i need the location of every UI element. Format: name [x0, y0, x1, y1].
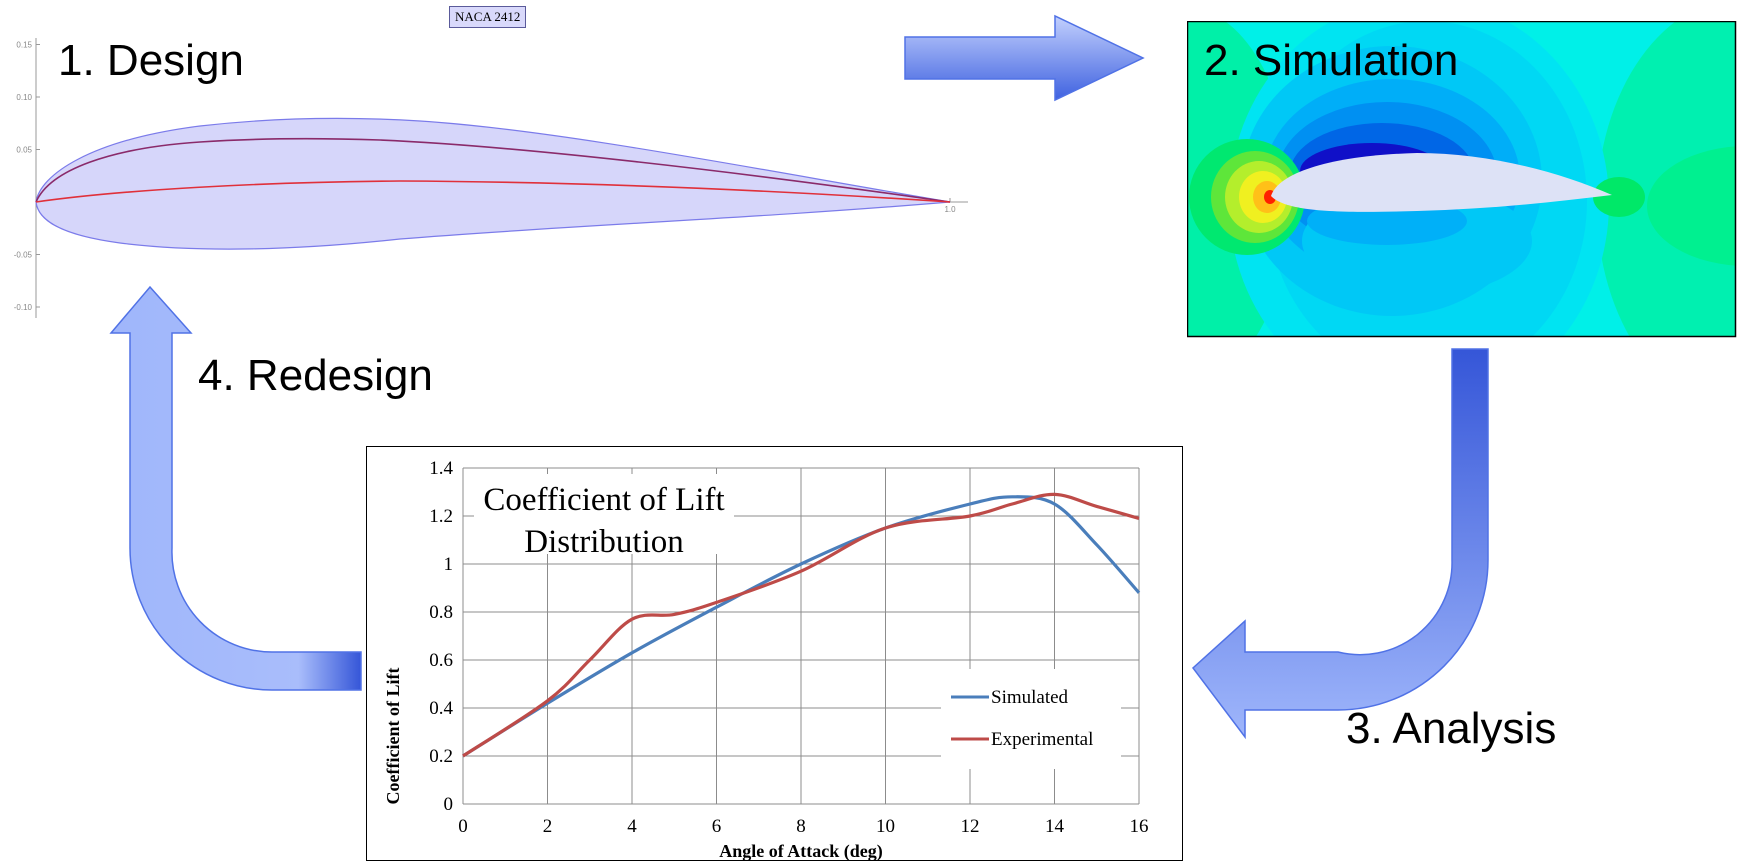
simulation-panel	[1187, 21, 1737, 338]
chart-x-tick-label: 2	[543, 816, 553, 837]
step-simulation-label: 2. Simulation	[1204, 36, 1459, 85]
airfoil-y-ticks: 0.15 0.10 0.05 -0.05 -0.10	[14, 41, 40, 312]
chart-y-tick-label: 1.2	[429, 506, 453, 527]
arrow-redesign	[109, 285, 362, 691]
chart-y-tick-label: 1	[444, 554, 454, 575]
airfoil-upper-line	[35, 137, 951, 203]
chart-x-tick-label: 4	[627, 816, 637, 837]
airfoil-y-tick-label: 0.15	[16, 41, 32, 50]
chart-y-tick-label: 0	[444, 794, 454, 815]
step-design-label: 1. Design	[58, 36, 244, 85]
chart-x-tick-label: 14	[1045, 816, 1065, 837]
chart-title-line-1: Coefficient of Lift	[483, 482, 724, 518]
airfoil-y-tick-label: -0.05	[14, 251, 33, 260]
simulation-airfoil	[1271, 153, 1612, 212]
chart-title-box	[474, 474, 734, 554]
chart-y-tick-label: 1.4	[429, 458, 453, 479]
chart-x-ticks: 0 2 4 6 8 10 12 14 16	[458, 816, 1148, 837]
airfoil-y-tick-label: 0.05	[16, 146, 32, 155]
chart-x-tick-label: 8	[796, 816, 806, 837]
chart-y-tick-label: 0.2	[429, 746, 453, 767]
chart-series	[462, 492, 1141, 758]
arrow-design-to-simulation	[904, 14, 1145, 102]
airfoil-label-badge: NACA 2412	[449, 6, 527, 28]
chart-x-tick-label: 6	[712, 816, 722, 837]
chart-y-axis-label: Coefficient of Lift	[383, 668, 403, 805]
legend-experimental-label: Experimental	[991, 729, 1093, 750]
airfoil-y-tick-label: 0.10	[16, 93, 32, 102]
chart-x-tick-label: 0	[458, 816, 468, 837]
chart-x-tick-label: 16	[1130, 816, 1149, 837]
airfoil-y-tick-label: -0.10	[14, 303, 33, 312]
chart-title-line-2: Distribution	[524, 524, 684, 560]
chart-y-tick-label: 0.6	[429, 650, 453, 671]
series-line-experimental	[462, 492, 1140, 758]
airfoil-camber-line	[35, 180, 951, 203]
step-analysis-label: 3. Analysis	[1346, 704, 1557, 753]
chart-y-ticks: 0 0.2 0.4 0.6 0.8 1 1.2 1.4	[429, 458, 453, 815]
airfoil-plot: 0.150.100.05-0.05-0.10 0.20.40.60.81.0	[14, 38, 968, 318]
arrow-simulation-to-analysis	[1191, 348, 1489, 740]
chart-x-tick-label: 10	[876, 816, 895, 837]
airfoil-x-tick-label: 1.0	[944, 205, 956, 214]
lift-chart: 0 2 4 6 8 10 12 14 16 0 0.2 0.4 0.6 0.8 1 1.2 1.4 Coeff…	[366, 446, 1183, 862]
chart-y-tick-label: 0.8	[429, 602, 453, 623]
chart-legend: Simulated Experimental	[941, 669, 1121, 769]
legend-simulated-label: Simulated	[991, 687, 1069, 708]
chart-y-tick-label: 0.4	[429, 698, 453, 719]
step-redesign-label: 4. Redesign	[198, 351, 433, 400]
chart-x-axis-label: Angle of Attack (deg)	[719, 841, 882, 862]
chart-x-tick-label: 12	[961, 816, 980, 837]
